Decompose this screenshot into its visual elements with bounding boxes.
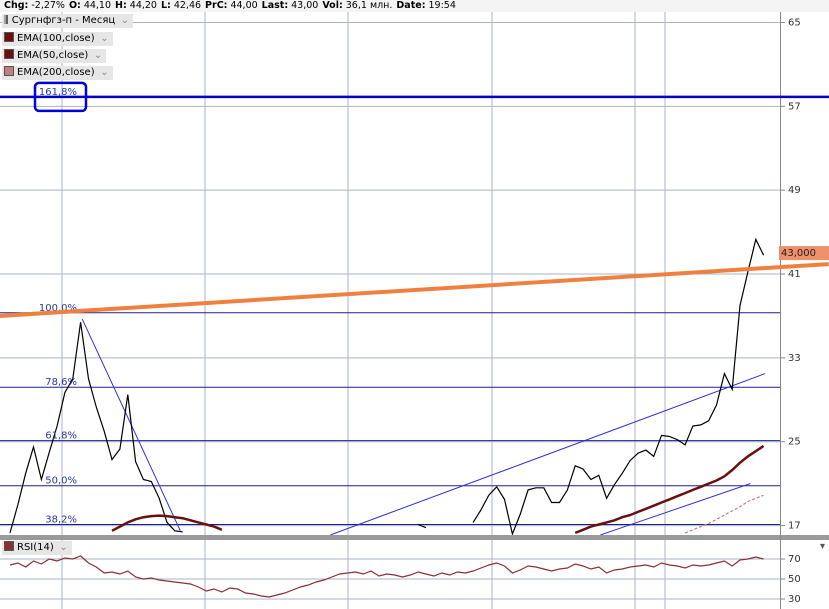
y-tick-label: 57 (788, 101, 801, 112)
dropdown: ⌄ (100, 33, 109, 44)
panel-title: ⫼ Сургнфгз-п - Месяц ⌄ (2, 14, 134, 28)
status-label: Date: (396, 0, 426, 11)
trendline (0, 262, 829, 318)
status-value: 19:54 (428, 0, 456, 11)
legend-swatch (4, 66, 14, 76)
y-tick-label: 25 (788, 437, 801, 448)
status-value: 36,1 млн. (345, 0, 393, 11)
background (0, 12, 829, 609)
status-label: Last: (261, 0, 289, 11)
panel-icon: ⫼ (4, 15, 12, 26)
dropdown: ⌄ (93, 50, 103, 61)
last-price-box (779, 246, 829, 261)
legend-swatch (4, 541, 14, 551)
status-value: -2,27% (31, 0, 65, 11)
legend-text: EMA(50,close) (17, 50, 89, 61)
y-tick-label: 33 (788, 353, 801, 364)
status-value: 42,46 (173, 0, 202, 11)
fib-label: 50,0% (45, 476, 77, 487)
status-value: 43,00 (291, 0, 319, 11)
status-label: PrC: (205, 0, 228, 11)
y-tick-label: 50 (788, 574, 801, 585)
legend-text: EMA(200,close) (17, 67, 95, 78)
y-tick-label: 30 (788, 594, 801, 605)
fib-label: 61,8% (45, 431, 77, 442)
series-line (9, 555, 764, 598)
fib-selection (33, 81, 88, 113)
collapse-icon[interactable]: ▾ (820, 541, 825, 552)
series-line (111, 444, 765, 535)
trendline (600, 483, 751, 535)
y-tick-label: 49 (788, 185, 801, 196)
status-value: 44,00 (230, 0, 258, 11)
y-tick-label: 70 (788, 554, 801, 565)
title-text: RSI(14) (17, 542, 54, 553)
y-tick-label: 65 (788, 17, 801, 28)
status-label: Vol: (322, 0, 343, 11)
dropdown: ⌄ (59, 542, 68, 553)
legend-swatch (4, 32, 14, 42)
status-label: Chg: (4, 0, 29, 11)
title-text: Сургнфгз-п - Месяц (11, 15, 116, 26)
y-tick-label: 41 (788, 269, 801, 280)
plot-area (9, 555, 764, 598)
status-label: H: (115, 0, 127, 11)
last-price-label: 43,000 (781, 248, 816, 259)
fib-label: 78,6% (45, 377, 77, 388)
legend-swatch (4, 49, 14, 59)
panel-divider (0, 535, 829, 540)
legend-item: EMA(100,close) ⌄ (2, 32, 113, 46)
legend-text: EMA(100,close) (17, 33, 95, 44)
fib-label: 38,2% (45, 515, 77, 526)
dropdown: ⌄ (120, 15, 130, 26)
status-label: L: (160, 0, 171, 11)
legend-item: EMA(50,close) ⌄ (2, 49, 107, 63)
panel-title: RSI(14) ⌄ (2, 541, 72, 555)
fib-label: 100,0% (39, 303, 77, 314)
status-bar: Chg: -2,27% O: 44,10 H: 44,20 L: 42,46 PrC: 44,00… (0, 0, 829, 12)
dropdown: ⌄ (100, 67, 109, 78)
vertical-grid (61, 12, 666, 609)
fib-label: 161,8% (39, 87, 77, 98)
legend-item: EMA(200,close) ⌄ (2, 66, 113, 80)
trendline (330, 373, 766, 535)
status-value: 44,20 (129, 0, 157, 11)
y-tick-label: 17 (788, 521, 801, 532)
status-label: O: (68, 0, 81, 11)
series-line (9, 237, 765, 535)
status-value: 44,10 (83, 0, 112, 11)
plot-area (0, 237, 780, 535)
